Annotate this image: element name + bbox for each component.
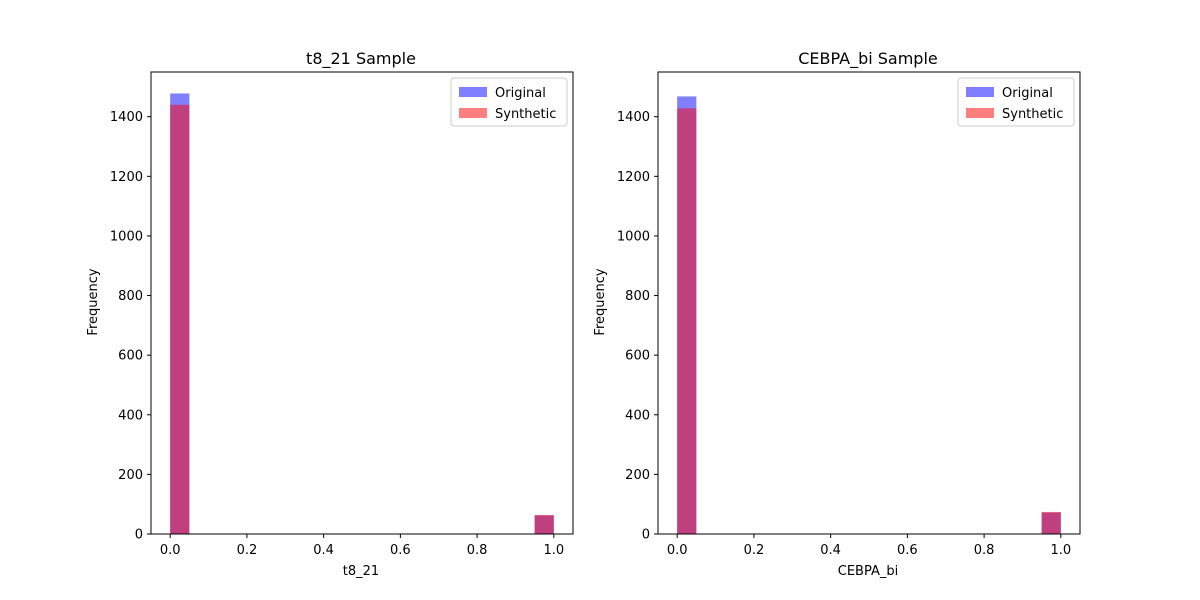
legend-label-synthetic: Synthetic bbox=[495, 107, 556, 122]
y-tick-label: 200 bbox=[625, 468, 650, 483]
x-tick-label: 0.4 bbox=[313, 543, 334, 558]
legend-label-synthetic: Synthetic bbox=[1002, 107, 1063, 122]
y-axis-label: Frequency bbox=[593, 268, 608, 335]
axes-frame bbox=[150, 71, 574, 535]
y-tick-label: 1000 bbox=[617, 229, 650, 244]
x-tick-label: 0.6 bbox=[897, 543, 918, 558]
y-tick-label: 0 bbox=[135, 528, 143, 543]
x-tick-label: 0.2 bbox=[744, 543, 765, 558]
x-tick-label: 0.8 bbox=[467, 543, 488, 558]
y-tick-label: 1000 bbox=[110, 229, 143, 244]
y-tick-label: 0 bbox=[642, 528, 650, 543]
legend-swatch-original bbox=[966, 87, 994, 97]
y-tick-label: 1200 bbox=[110, 170, 143, 185]
x-tick-label: 0.6 bbox=[390, 543, 411, 558]
y-tick-label: 1400 bbox=[617, 110, 650, 125]
axes-frame bbox=[657, 71, 1081, 535]
bar-synthetic-0 bbox=[170, 104, 190, 534]
bar-synthetic-1 bbox=[534, 514, 554, 534]
legend-swatch-synthetic bbox=[966, 108, 994, 118]
chart-panel-cebpa-bi: CEBPA_bi Sample CEBPA_bi Frequency 0.0 0.… bbox=[593, 49, 1081, 579]
y-tick-label: 1200 bbox=[617, 170, 650, 185]
x-axis-label: t8_21 bbox=[343, 564, 379, 579]
chart-title: t8_21 Sample bbox=[306, 49, 416, 69]
x-tick-label: 0.0 bbox=[160, 543, 181, 558]
legend-label-original: Original bbox=[1002, 86, 1053, 101]
y-tick-label: 400 bbox=[625, 408, 650, 423]
x-tick-label: 0.8 bbox=[974, 543, 995, 558]
legend-label-original: Original bbox=[495, 86, 546, 101]
x-tick-label: 1.0 bbox=[543, 543, 564, 558]
x-tick-label: 0.0 bbox=[667, 543, 688, 558]
y-tick-label: 600 bbox=[625, 349, 650, 364]
x-tick-label: 0.2 bbox=[237, 543, 258, 558]
x-axis-label: CEBPA_bi bbox=[838, 564, 898, 579]
bar-synthetic-0 bbox=[677, 108, 697, 535]
y-axis-label: Frequency bbox=[86, 268, 101, 335]
x-tick-label: 0.4 bbox=[820, 543, 841, 558]
legend-swatch-synthetic bbox=[459, 108, 487, 118]
y-tick-label: 800 bbox=[118, 289, 143, 304]
y-tick-label: 600 bbox=[118, 349, 143, 364]
legend-swatch-original bbox=[459, 87, 487, 97]
x-tick-label: 1.0 bbox=[1050, 543, 1071, 558]
chart-panel-t8-21: t8_21 Sample t8_21 Frequency 0.0 0.2 0.4 0.… bbox=[86, 49, 574, 579]
y-tick-label: 800 bbox=[625, 289, 650, 304]
chart-title: CEBPA_bi Sample bbox=[798, 49, 938, 69]
y-tick-label: 400 bbox=[118, 408, 143, 423]
y-tick-label: 1400 bbox=[110, 110, 143, 125]
y-tick-label: 200 bbox=[118, 468, 143, 483]
bar-synthetic-1 bbox=[1041, 511, 1061, 534]
